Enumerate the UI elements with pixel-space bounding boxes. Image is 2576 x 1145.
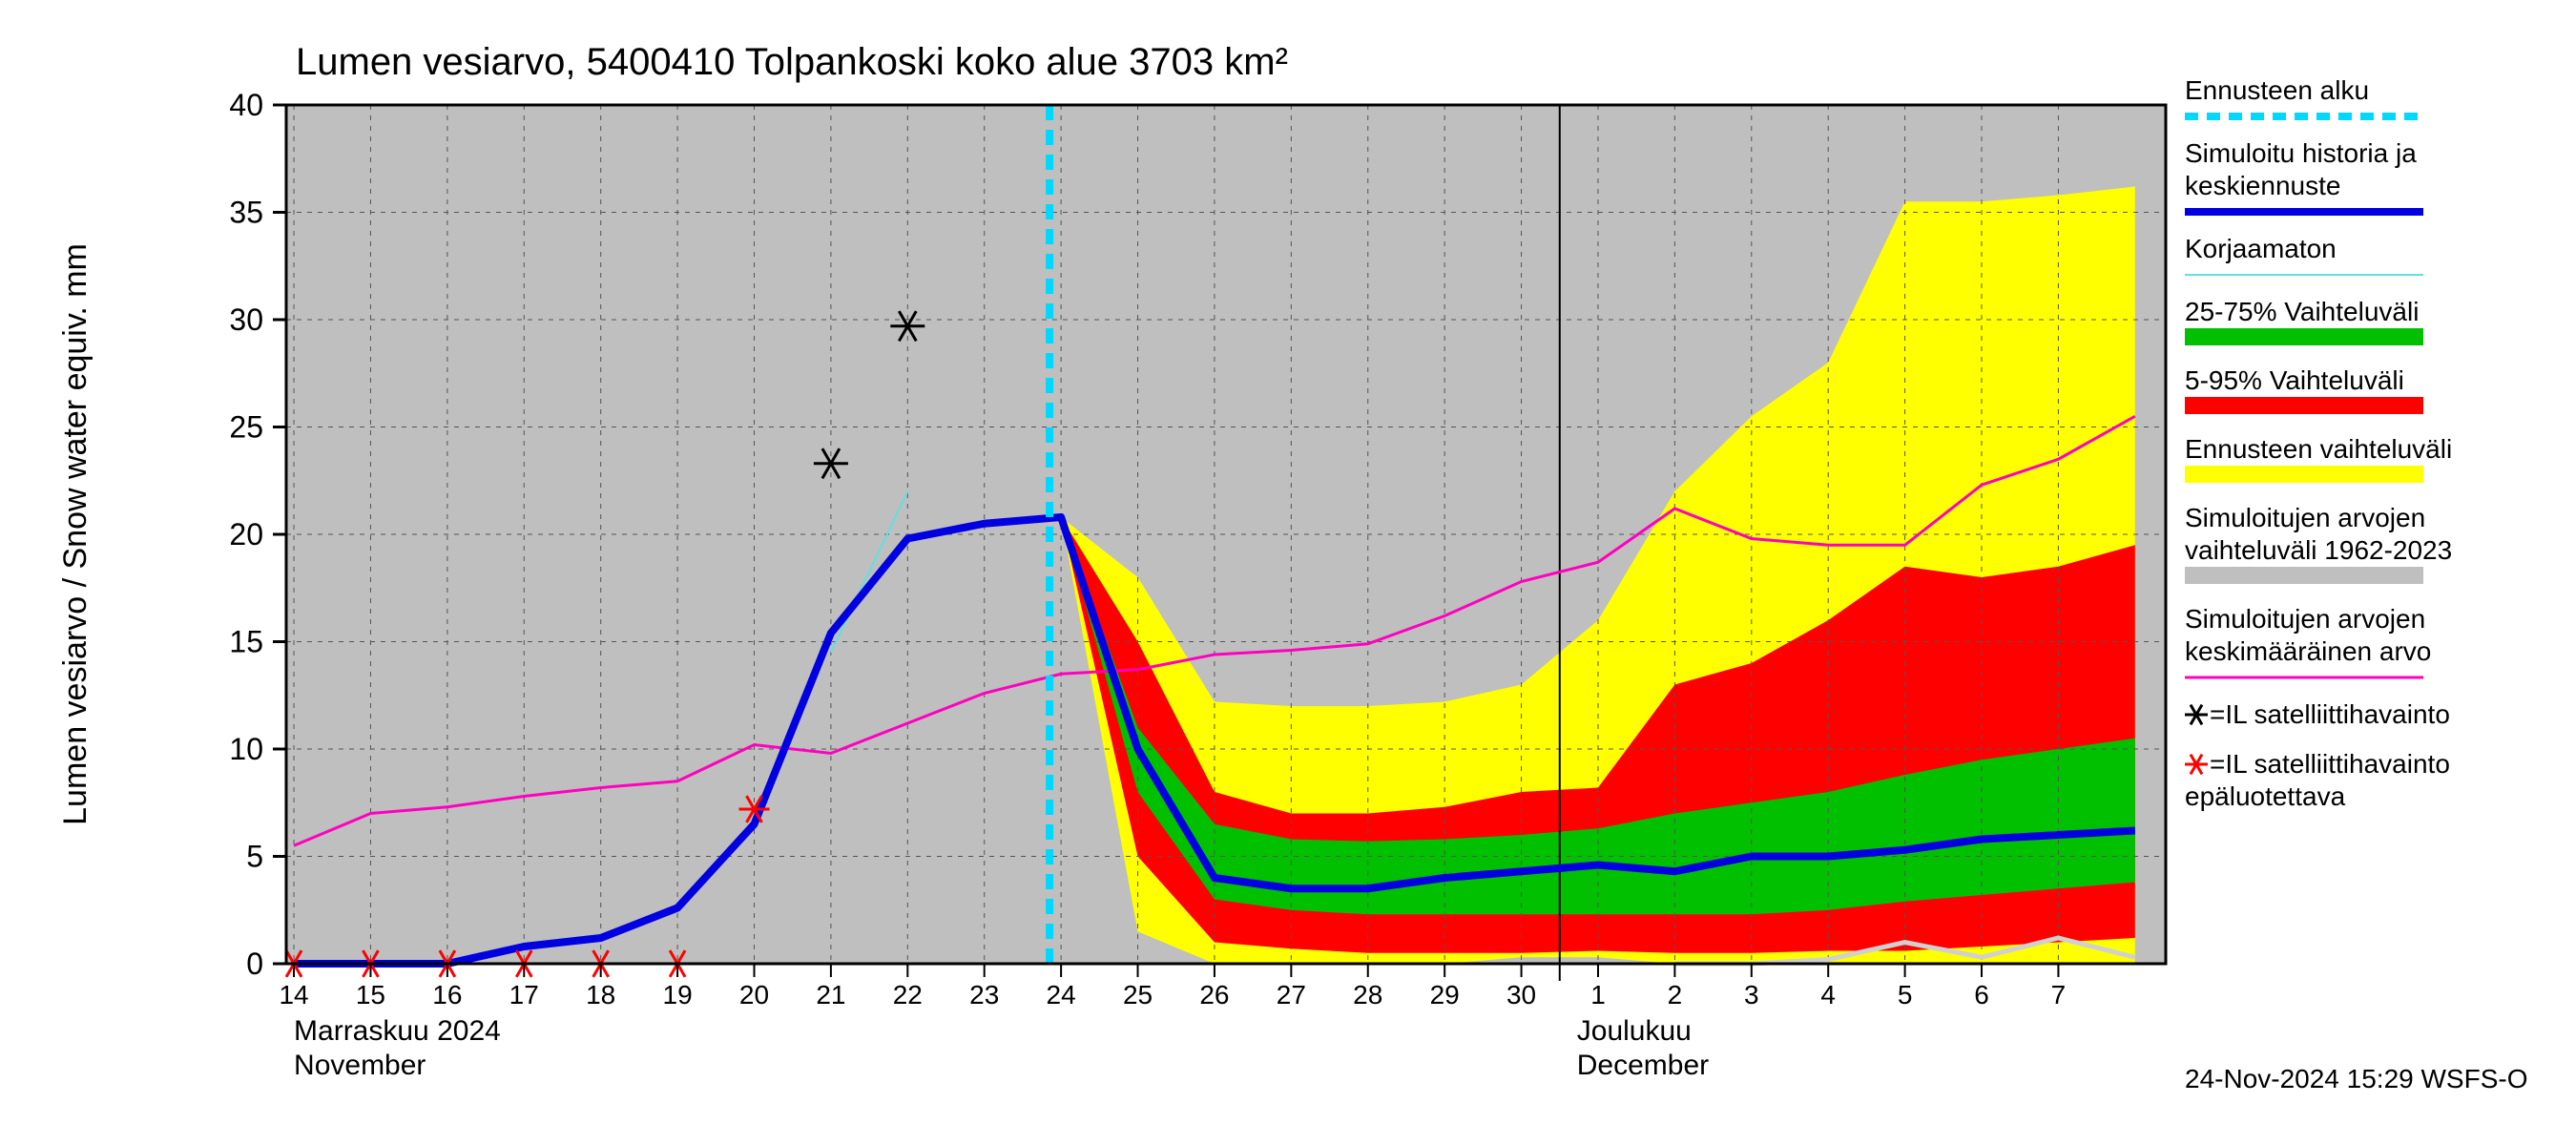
legend-label: vaihteluväli 1962-2023 bbox=[2185, 535, 2452, 565]
x-tick-label: 29 bbox=[1430, 980, 1460, 1010]
x-tick-label: 30 bbox=[1506, 980, 1536, 1010]
x-tick-label: 28 bbox=[1353, 980, 1382, 1010]
legend-label: 25-75% Vaihteluväli bbox=[2185, 297, 2419, 326]
y-tick-label: 30 bbox=[229, 302, 263, 337]
x-tick-label: 2 bbox=[1668, 980, 1683, 1010]
x-tick-label: 21 bbox=[816, 980, 845, 1010]
legend-label: Simuloitujen arvojen bbox=[2185, 604, 2425, 634]
x-tick-label: 22 bbox=[893, 980, 923, 1010]
x-tick-label: 16 bbox=[432, 980, 462, 1010]
x-tick-label: 27 bbox=[1277, 980, 1306, 1010]
x-tick-label: 24 bbox=[1047, 980, 1076, 1010]
x-tick-label: 25 bbox=[1123, 980, 1153, 1010]
x-tick-label: 15 bbox=[356, 980, 385, 1010]
x-tick-label: 14 bbox=[279, 980, 308, 1010]
legend-label: keskimääräinen arvo bbox=[2185, 636, 2431, 666]
legend-label: Ennusteen alku bbox=[2185, 75, 2369, 105]
x-tick-label: 6 bbox=[1974, 980, 1989, 1010]
x-tick-label: 5 bbox=[1898, 980, 1913, 1010]
month-label-fi: Joulukuu bbox=[1577, 1015, 1692, 1047]
y-tick-label: 15 bbox=[229, 625, 263, 659]
x-tick-label: 7 bbox=[2051, 980, 2067, 1010]
legend-label: Simuloitujen arvojen bbox=[2185, 503, 2425, 532]
y-tick-label: 40 bbox=[229, 88, 263, 122]
x-tick-label: 19 bbox=[663, 980, 693, 1010]
legend-label: =IL satelliittihavainto bbox=[2210, 699, 2450, 729]
month-label-en: November bbox=[294, 1050, 426, 1081]
legend-label: keskiennuste bbox=[2185, 171, 2340, 200]
y-axis-label: Lumen vesiarvo / Snow water equiv. mm bbox=[57, 243, 93, 825]
x-tick-label: 23 bbox=[969, 980, 999, 1010]
y-tick-label: 35 bbox=[229, 196, 263, 230]
y-tick-label: 0 bbox=[246, 947, 263, 981]
legend-label: Korjaamaton bbox=[2185, 234, 2337, 263]
chart-container: 0510152025303540141516171819202122232425… bbox=[0, 0, 2576, 1145]
x-tick-label: 18 bbox=[586, 980, 615, 1010]
legend-label: epäluotettava bbox=[2185, 781, 2346, 811]
star-marker bbox=[2185, 705, 2208, 725]
x-tick-label: 26 bbox=[1199, 980, 1229, 1010]
footer-timestamp: 24-Nov-2024 15:29 WSFS-O bbox=[2185, 1064, 2528, 1093]
y-tick-label: 20 bbox=[229, 517, 263, 552]
legend-label: 5-95% Vaihteluväli bbox=[2185, 365, 2404, 395]
x-tick-label: 4 bbox=[1820, 980, 1836, 1010]
y-tick-label: 5 bbox=[246, 840, 263, 874]
month-label-en: December bbox=[1577, 1050, 1709, 1081]
star-marker bbox=[2185, 755, 2208, 775]
x-tick-label: 20 bbox=[739, 980, 769, 1010]
y-tick-label: 10 bbox=[229, 732, 263, 766]
x-tick-label: 17 bbox=[509, 980, 539, 1010]
legend-label: =IL satelliittihavainto bbox=[2210, 749, 2450, 779]
month-label-fi: Marraskuu 2024 bbox=[294, 1015, 501, 1047]
legend-label: Ennusteen vaihteluväli bbox=[2185, 434, 2452, 464]
y-tick-label: 25 bbox=[229, 410, 263, 445]
x-tick-label: 1 bbox=[1590, 980, 1606, 1010]
chart-svg: 0510152025303540141516171819202122232425… bbox=[0, 0, 2576, 1145]
x-tick-label: 3 bbox=[1744, 980, 1759, 1010]
legend-label: Simuloitu historia ja bbox=[2185, 138, 2417, 168]
chart-title: Lumen vesiarvo, 5400410 Tolpankoski koko… bbox=[296, 41, 1288, 83]
